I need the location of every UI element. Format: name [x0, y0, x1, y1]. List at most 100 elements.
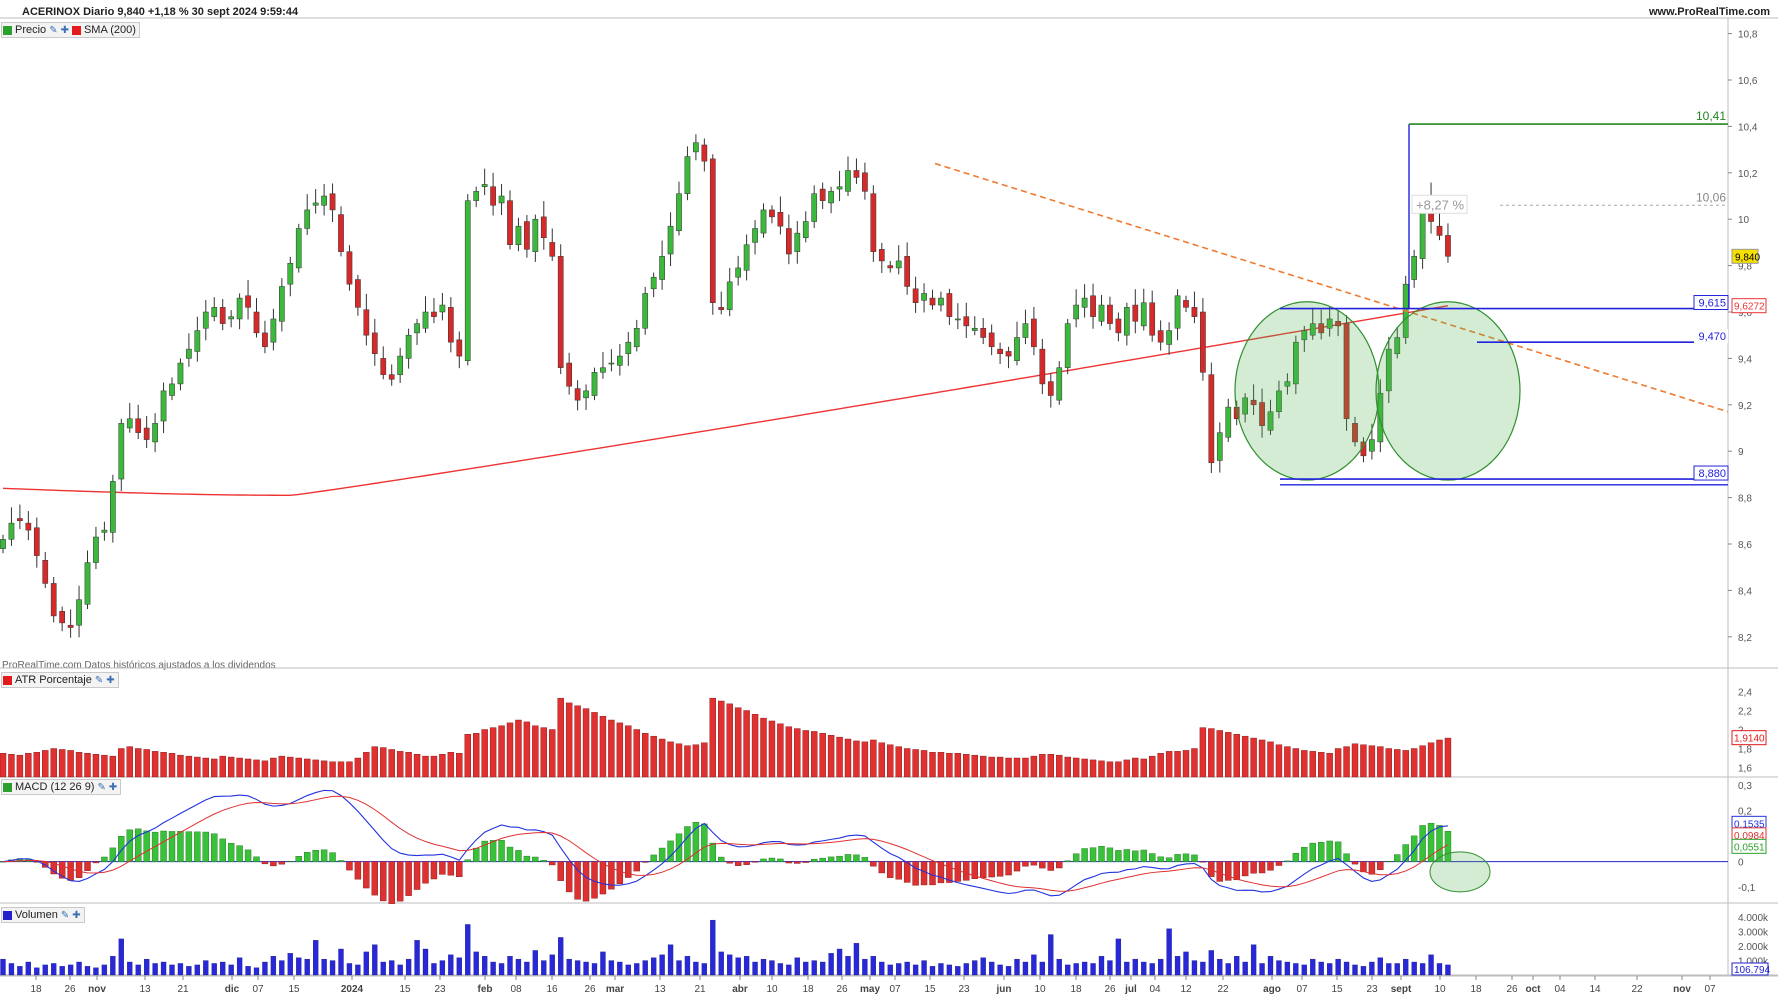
- atr-bar: [1132, 757, 1139, 778]
- price-panel-legend[interactable]: Precio ✎ ✚ SMA (200): [1, 22, 140, 38]
- add-icon[interactable]: ✚: [108, 781, 118, 793]
- volume-bar: [498, 963, 505, 976]
- candle-body: [110, 481, 116, 533]
- site-url: www.ProRealTime.com: [1648, 6, 1770, 18]
- volume-bar: [1208, 950, 1214, 976]
- volume-bar: [507, 956, 513, 976]
- volume-bar: [634, 963, 640, 976]
- macd-histogram-bar: [1039, 861, 1046, 869]
- price-tick-label: 10,2: [1738, 169, 1758, 180]
- atr-bar: [549, 729, 556, 778]
- atr-bar: [151, 751, 159, 778]
- wrench-icon[interactable]: ✎: [49, 24, 58, 36]
- candle-body: [481, 184, 488, 187]
- atr-bar: [160, 752, 167, 778]
- macd-histogram-bar: [684, 826, 691, 862]
- atr-bar: [751, 714, 759, 778]
- volume-bar: [1039, 961, 1045, 976]
- macd-histogram-bar: [616, 861, 624, 884]
- macd-histogram-bar: [134, 828, 142, 862]
- candle-body: [659, 256, 665, 280]
- wrench-icon[interactable]: ✎: [97, 781, 106, 793]
- macd-histogram-bar: [751, 861, 759, 863]
- candle-body: [262, 332, 268, 348]
- candle-body: [591, 372, 598, 396]
- atr-bar: [481, 729, 488, 778]
- candle-body: [921, 293, 927, 301]
- macd-histogram-bar: [777, 858, 784, 862]
- macd-histogram-bar: [329, 852, 336, 862]
- volume-bar: [84, 966, 91, 976]
- candle-body: [1200, 311, 1206, 373]
- candle-body: [8, 522, 15, 540]
- x-tick-label: 07: [1704, 984, 1716, 995]
- volume-bar: [355, 964, 361, 976]
- atr-bar: [1250, 737, 1257, 778]
- volume-bar: [1005, 966, 1012, 976]
- candle-body: [532, 218, 539, 252]
- x-tick-label: 26: [64, 984, 76, 995]
- atr-bar: [1360, 744, 1367, 778]
- macd-panel-legend[interactable]: MACD (12 26 9) ✎ ✚: [1, 779, 122, 795]
- atr-bar: [67, 750, 74, 778]
- price-tick-label: 9,2: [1738, 401, 1752, 412]
- candle-body: [862, 172, 868, 192]
- volume-bar: [380, 961, 386, 976]
- x-tick-label: ago: [1263, 984, 1281, 995]
- macd-histogram-bar: [760, 858, 767, 862]
- volume-bar: [777, 963, 784, 976]
- macd-histogram-bar: [633, 861, 640, 872]
- volume-bar: [1183, 951, 1189, 976]
- atr-bar: [329, 761, 336, 778]
- volume-bar: [296, 957, 302, 976]
- candle-body: [811, 193, 818, 222]
- x-tick-label: 22: [1217, 984, 1229, 995]
- volume-bar: [127, 961, 133, 976]
- volume-bar: [1352, 964, 1358, 976]
- ref-label: 10,06: [1696, 190, 1726, 204]
- volume-bar: [17, 966, 23, 976]
- x-tick-label: 23: [958, 984, 970, 995]
- atr-bar: [701, 742, 708, 778]
- x-tick-label: 14: [1589, 984, 1601, 995]
- add-icon[interactable]: ✚: [72, 909, 81, 921]
- atr-bar: [1436, 739, 1443, 778]
- volume-bar: [760, 958, 767, 976]
- macd-histogram-bar: [844, 854, 852, 862]
- wrench-icon[interactable]: ✎: [94, 674, 104, 686]
- level-label: 9,470: [1698, 331, 1726, 343]
- macd-histogram-bar: [996, 861, 1004, 877]
- volume-bar: [1369, 961, 1375, 976]
- watermark-text: ProRealTime.com Datos históricos ajustad…: [2, 660, 276, 671]
- candle-body: [836, 186, 843, 190]
- atr-bar: [126, 746, 133, 778]
- macd-circle: [1429, 851, 1491, 893]
- volume-bar: [1090, 963, 1096, 976]
- add-icon[interactable]: ✚: [60, 24, 69, 36]
- macd-histogram-bar: [811, 858, 818, 862]
- volume-bar: [321, 958, 327, 976]
- volume-bar: [262, 961, 268, 976]
- macd-histogram-bar: [734, 861, 742, 866]
- candle-body: [456, 339, 463, 357]
- atr-panel-legend[interactable]: ATR Porcentaje ✎ ✚: [1, 672, 119, 688]
- candle-body: [380, 358, 387, 375]
- atr-bar: [946, 753, 953, 778]
- candle-body: [1242, 397, 1249, 415]
- atr-bar: [692, 744, 700, 778]
- candle-body: [202, 311, 209, 329]
- macd-histogram-bar: [1267, 861, 1274, 871]
- sma-value-label: 9,6272: [1734, 302, 1765, 313]
- volume-panel-legend[interactable]: Volumen ✎ ✚: [1, 907, 85, 923]
- atr-bar: [0, 753, 7, 778]
- candle-body: [135, 418, 142, 433]
- macd-histogram-bar: [388, 861, 395, 904]
- x-tick-label: mar: [606, 984, 624, 995]
- volume-bar: [727, 954, 733, 976]
- candle-body: [1124, 307, 1130, 336]
- add-icon[interactable]: ✚: [106, 674, 115, 686]
- macd-histogram-bar: [354, 861, 362, 880]
- wrench-icon[interactable]: ✎: [60, 909, 70, 921]
- macd-histogram-bar: [557, 861, 564, 881]
